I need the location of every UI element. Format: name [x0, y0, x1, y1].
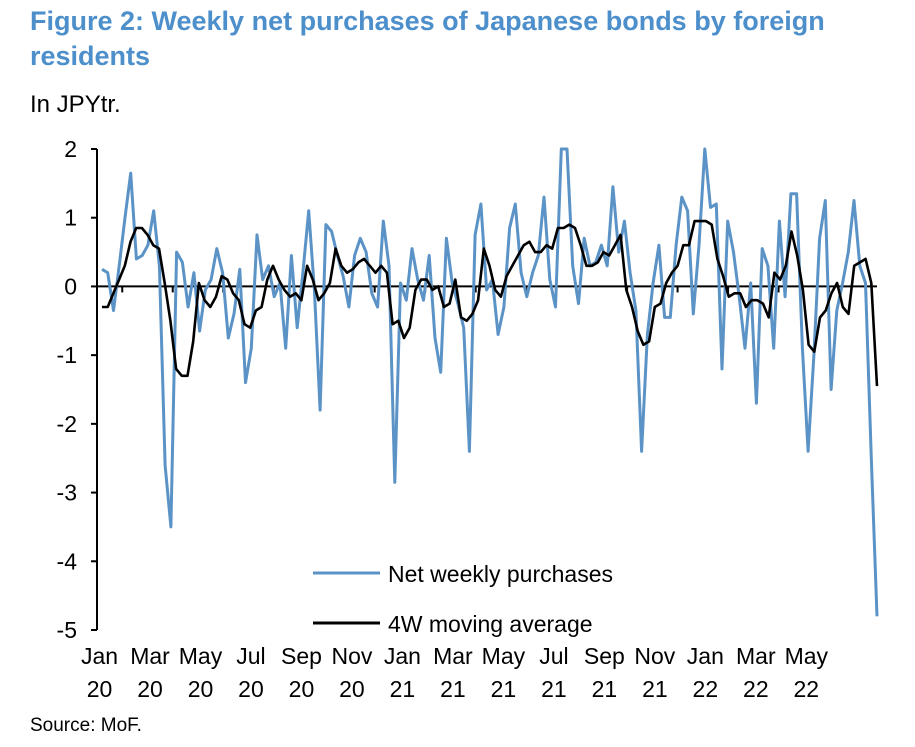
x-tick-year: 20 [289, 676, 315, 702]
x-tick-month: Nov [331, 643, 372, 669]
x-tick-year: 20 [339, 676, 365, 702]
x-tick-month: Mar [736, 643, 776, 669]
y-tick-label: -1 [57, 342, 77, 368]
x-tick-year: 21 [592, 676, 618, 702]
legend-label: Net weekly purchases [388, 561, 613, 587]
x-tick-month: May [482, 643, 526, 669]
x-axis: Jan 20 Mar 20 May 20 Jul 20 Sep 20 Nov 20 Jan 21 Mar 21… [81, 285, 877, 702]
x-tick-month: Nov [634, 643, 675, 669]
x-tick-year: 22 [743, 676, 769, 702]
x-tick-month: Jul [236, 643, 265, 669]
x-tick-year: 21 [440, 676, 466, 702]
x-tick-year: 22 [794, 676, 820, 702]
legend: Net weekly purchases 4W moving average [313, 561, 613, 637]
y-tick-label: 0 [64, 273, 77, 299]
y-tick-label: -2 [57, 411, 77, 437]
legend-label: 4W moving average [388, 611, 593, 637]
x-tick-month: May [785, 643, 829, 669]
x-tick-year: 21 [642, 676, 668, 702]
x-tick-year: 22 [693, 676, 719, 702]
x-tick-year: 21 [491, 676, 517, 702]
x-tick-year: 20 [137, 676, 163, 702]
y-tick-label: 2 [64, 136, 77, 162]
x-tick-month: Jan [687, 643, 724, 669]
chart-title: Figure 2: Weekly net purchases of Japane… [30, 6, 825, 71]
x-tick-year: 21 [541, 676, 567, 702]
x-tick-year: 21 [390, 676, 416, 702]
x-tick-month: Mar [433, 643, 473, 669]
x-tick-month: Mar [130, 643, 170, 669]
x-tick-year: 20 [87, 676, 113, 702]
x-tick-month: Jul [539, 643, 568, 669]
source-note: Source: MoF. [30, 715, 142, 736]
plot-area [101, 147, 879, 617]
net-weekly-purchases-line [101, 147, 879, 617]
x-tick-month: May [179, 643, 223, 669]
y-tick-label: -5 [57, 617, 77, 643]
moving-average-line [102, 219, 879, 387]
y-tick-label: -3 [57, 480, 77, 506]
y-axis: 2 1 0 -1 -2 -3 -4 -5 [57, 136, 98, 643]
x-tick-month: Jan [384, 643, 421, 669]
y-tick-label: 1 [64, 205, 77, 231]
x-tick-month: Sep [281, 643, 322, 669]
x-tick-month: Sep [584, 643, 625, 669]
x-tick-year: 20 [188, 676, 214, 702]
x-tick-year: 20 [238, 676, 264, 702]
y-tick-label: -4 [57, 548, 78, 574]
chart-subtitle: In JPYtr. [30, 91, 121, 118]
x-tick-month: Jan [81, 643, 118, 669]
